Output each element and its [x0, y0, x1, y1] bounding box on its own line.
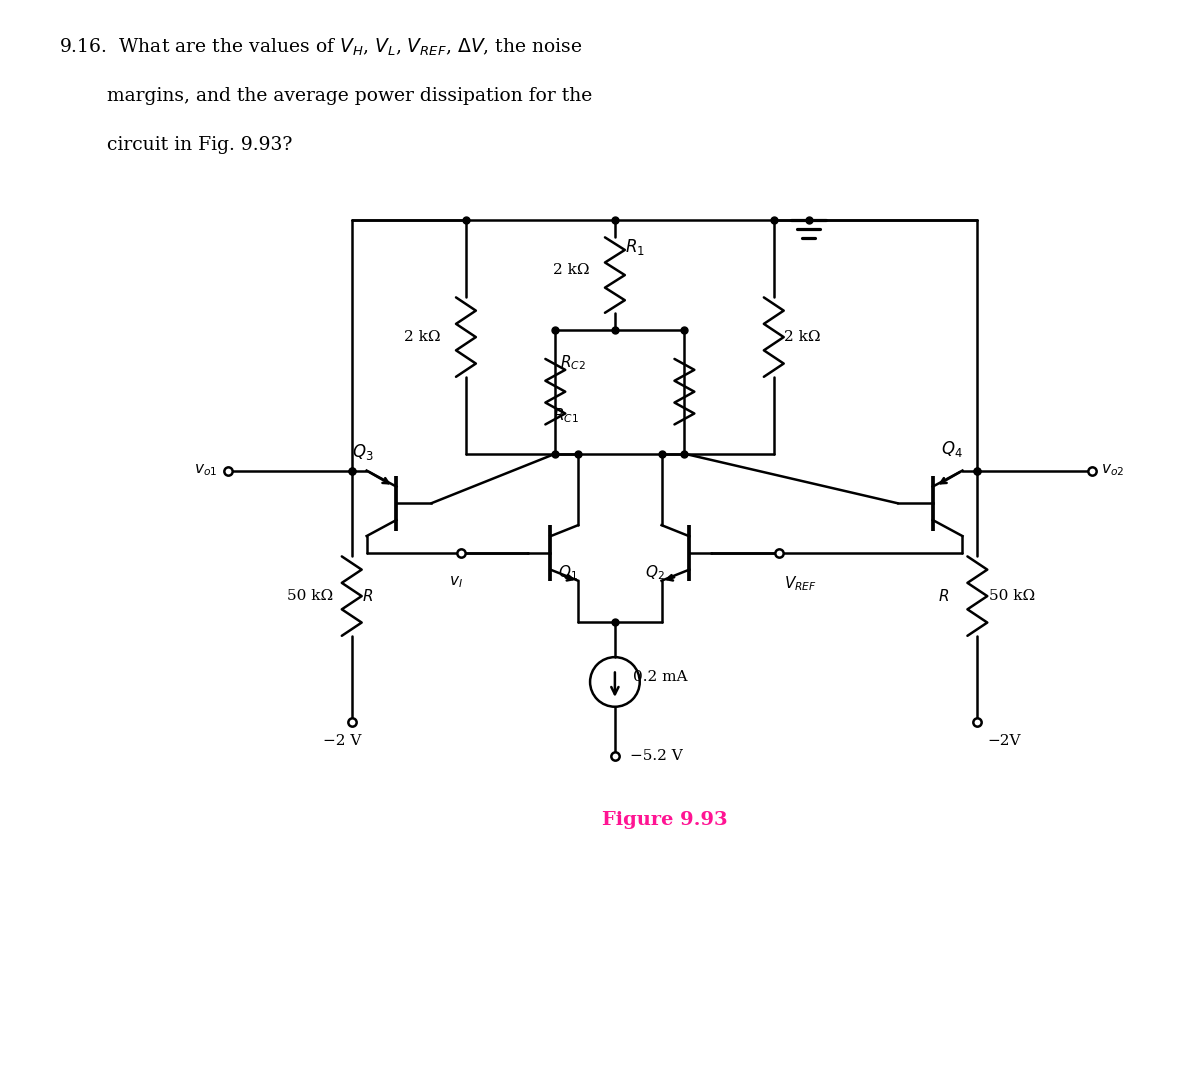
- Text: 2 kΩ: 2 kΩ: [553, 263, 590, 277]
- Text: $R_1$: $R_1$: [625, 237, 644, 257]
- Text: $R_{C2}$: $R_{C2}$: [560, 354, 586, 372]
- Text: $v_{o2}$: $v_{o2}$: [1102, 462, 1124, 479]
- Text: $Q_4$: $Q_4$: [941, 438, 962, 459]
- Text: −2 V: −2 V: [323, 733, 361, 747]
- Text: Figure 9.93: Figure 9.93: [601, 811, 727, 829]
- Text: $Q_2$: $Q_2$: [644, 562, 665, 582]
- Text: 50 kΩ: 50 kΩ: [287, 589, 334, 603]
- Text: $Q_1$: $Q_1$: [558, 562, 578, 582]
- Text: $Q_3$: $Q_3$: [352, 442, 373, 461]
- Text: $v_I$: $v_I$: [449, 574, 463, 591]
- Text: margins, and the average power dissipation for the: margins, and the average power dissipati…: [59, 87, 592, 104]
- Text: 50 kΩ: 50 kΩ: [989, 589, 1036, 603]
- Text: 2 kΩ: 2 kΩ: [784, 330, 821, 344]
- Text: 9.16.  What are the values of $V_H$, $V_L$, $V_{REF}$, $\Delta V$, the noise: 9.16. What are the values of $V_H$, $V_L…: [59, 37, 582, 59]
- Text: $R_{C1}$: $R_{C1}$: [553, 407, 580, 425]
- Text: 2 kΩ: 2 kΩ: [404, 330, 440, 344]
- Text: $V_{REF}$: $V_{REF}$: [784, 574, 816, 593]
- Text: 0.2 mA: 0.2 mA: [632, 670, 688, 684]
- Text: $R$: $R$: [938, 589, 949, 604]
- Text: $v_{o1}$: $v_{o1}$: [194, 462, 217, 479]
- Text: circuit in Fig. 9.93?: circuit in Fig. 9.93?: [59, 136, 292, 154]
- Text: −5.2 V: −5.2 V: [630, 750, 683, 764]
- Text: $R$: $R$: [361, 589, 373, 604]
- Text: −2V: −2V: [988, 733, 1021, 747]
